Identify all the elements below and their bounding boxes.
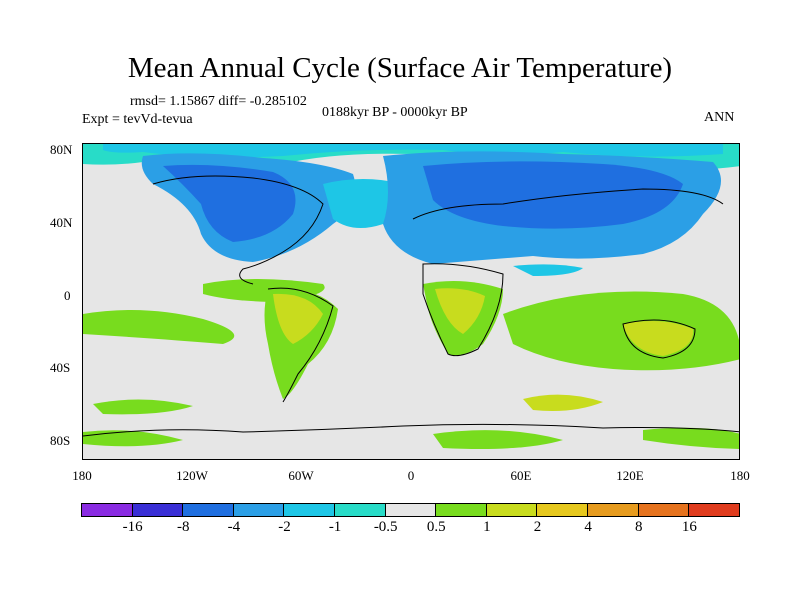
lat-label-40s: 40S — [50, 360, 71, 375]
colorbar-box-4 — [283, 503, 336, 517]
lon-label-180w: 180 — [72, 468, 92, 483]
indo-pacific-green-region — [503, 291, 739, 371]
coast-north-america — [152, 175, 324, 285]
colorbar-label-3: -2 — [278, 519, 291, 535]
period-label: 0188kyr BP - 0000kyr BP — [322, 105, 468, 120]
south-pacific-green-region — [83, 310, 235, 344]
colorbar-label-9: 4 — [584, 519, 592, 535]
colorbar-label-8: 2 — [533, 519, 542, 535]
colorbar-label-0: -16 — [122, 519, 143, 535]
colorbar-label-5: -0.5 — [373, 519, 398, 535]
lat-label-0: 0 — [64, 288, 71, 303]
coastlines — [83, 175, 739, 437]
antarctic-green-2 — [433, 430, 563, 449]
colorbar-box-9 — [536, 503, 589, 517]
north-africa-cyan-region — [513, 264, 583, 276]
colorbar-box-10 — [587, 503, 639, 517]
colorbar-box-6 — [384, 503, 437, 517]
australia-yellow-region — [623, 320, 694, 356]
north-america-colder-region — [163, 164, 296, 242]
coast-africa — [422, 263, 504, 357]
colorbar-box-3 — [232, 503, 285, 517]
southern-ocean-green-1 — [93, 399, 193, 415]
colorbar-box-1 — [131, 503, 184, 517]
colorbar-box-2 — [182, 503, 234, 517]
coast-australia — [622, 319, 696, 359]
coast-antarctica — [83, 423, 739, 437]
colorbar-box-7 — [435, 503, 487, 517]
colorbar-label-4: -1 — [328, 519, 342, 535]
colorbar-label-11: 16 — [681, 519, 697, 535]
colorbar-label-2: -4 — [227, 519, 241, 535]
colorbar-label-6: 0.5 — [426, 519, 446, 535]
lon-label-60w: 60W — [288, 468, 314, 483]
lat-label-80n: 80N — [50, 142, 73, 157]
antarctic-green-1 — [83, 430, 183, 447]
lon-label-180e: 180 — [730, 468, 750, 483]
arctic-cyan-region — [103, 144, 723, 158]
colorbar-box-8 — [485, 503, 538, 517]
southern-ocean-yellow-1 — [523, 394, 603, 411]
lon-label-120e: 120E — [616, 468, 644, 483]
map-panel — [82, 143, 740, 460]
colorbar — [81, 503, 740, 517]
anomaly-map — [83, 144, 739, 459]
south-america-yellow-region — [273, 293, 323, 344]
colorbar-box-11 — [637, 503, 690, 517]
eurasia-colder-region — [423, 161, 683, 229]
colorbar-label-1: -8 — [176, 519, 190, 535]
colorbar-label-7: 1 — [483, 519, 491, 535]
plot-title: Mean Annual Cycle (Surface Air Temperatu… — [127, 52, 673, 84]
colorbar-label-10: 8 — [635, 519, 643, 535]
lon-label-60e: 60E — [510, 468, 532, 483]
antarctic-green-3 — [643, 427, 739, 449]
coast-eurasia — [412, 188, 724, 220]
experiment-label: Expt = tevVd-tevua — [82, 112, 193, 127]
lon-label-120w: 120W — [176, 468, 208, 483]
lon-label-0: 0 — [407, 468, 415, 483]
colorbar-box-12 — [688, 503, 740, 517]
season-label: ANN — [704, 110, 735, 125]
colorbar-box-5 — [334, 503, 386, 517]
africa-yellow-region — [435, 288, 485, 334]
north-atlantic-cyan-region — [323, 179, 406, 228]
coast-south-america — [267, 287, 334, 403]
stats-label: rmsd= 1.15867 diff= -0.285102 — [130, 94, 307, 109]
colorbar-box-0 — [81, 503, 133, 517]
lat-label-80s: 80S — [50, 433, 71, 448]
lat-label-40n: 40N — [50, 215, 73, 230]
